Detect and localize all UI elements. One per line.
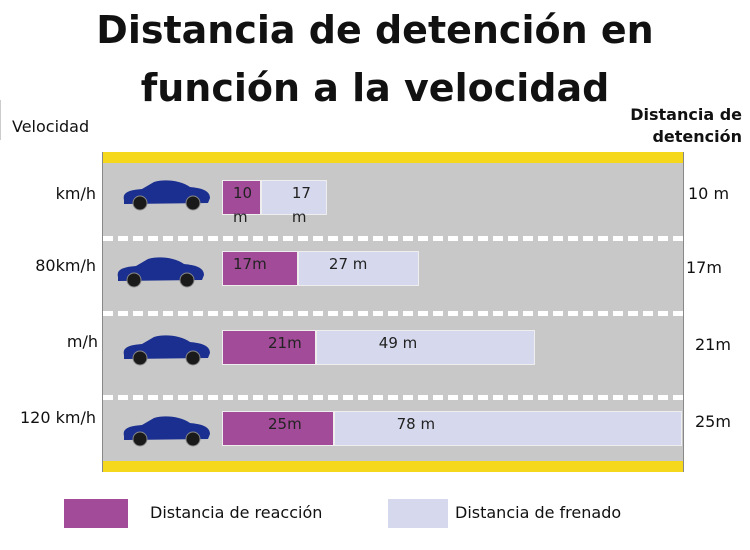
reaction-bar: 21m	[222, 330, 316, 365]
braking-bar: 27 m	[297, 251, 419, 286]
stopping-distance-label: 21m	[695, 335, 731, 354]
reaction-bar: 10 m	[222, 180, 261, 226]
speed-label: 120 km/h	[19, 408, 96, 427]
car-icon	[120, 333, 212, 367]
right-header-line-1: Distancia de	[630, 105, 742, 124]
title-line-2: función a la velocidad	[140, 66, 610, 110]
speed-label: m/h	[66, 332, 98, 351]
car-icon	[114, 255, 206, 289]
stopping-distance-label: 10 m	[688, 184, 730, 203]
legend-swatch-reaction	[64, 499, 128, 528]
stopping-distance-label: 17m	[686, 258, 722, 277]
braking-bar: 17 m	[260, 180, 327, 226]
speed-label: km/h	[55, 184, 96, 203]
left-header: Velocidad	[12, 117, 90, 136]
car-icon	[120, 414, 212, 448]
car-icon	[120, 178, 212, 212]
braking-bar: 78 m	[333, 411, 682, 446]
legend-label-braking: Distancia de frenado	[455, 503, 622, 522]
road-edge-bottom	[103, 461, 683, 472]
lane-divider	[103, 236, 683, 241]
road-edge-top	[103, 152, 683, 163]
right-header-line-2: detención	[652, 127, 742, 146]
speed-label: 80km/h	[35, 256, 96, 275]
reaction-bar: 17m	[222, 251, 298, 286]
lane-divider	[103, 311, 683, 316]
legend-swatch-braking	[388, 499, 448, 528]
stopping-distance-label: 25m	[695, 412, 731, 431]
title-line-1: Distancia de detención en	[96, 8, 654, 52]
reaction-bar: 25m	[222, 411, 334, 446]
legend-label-reaction: Distancia de reacción	[150, 503, 323, 522]
braking-bar: 49 m	[315, 330, 535, 365]
edge-line	[0, 100, 1, 140]
lane-divider	[103, 395, 683, 400]
right-header: Distancia de detención	[630, 104, 742, 148]
